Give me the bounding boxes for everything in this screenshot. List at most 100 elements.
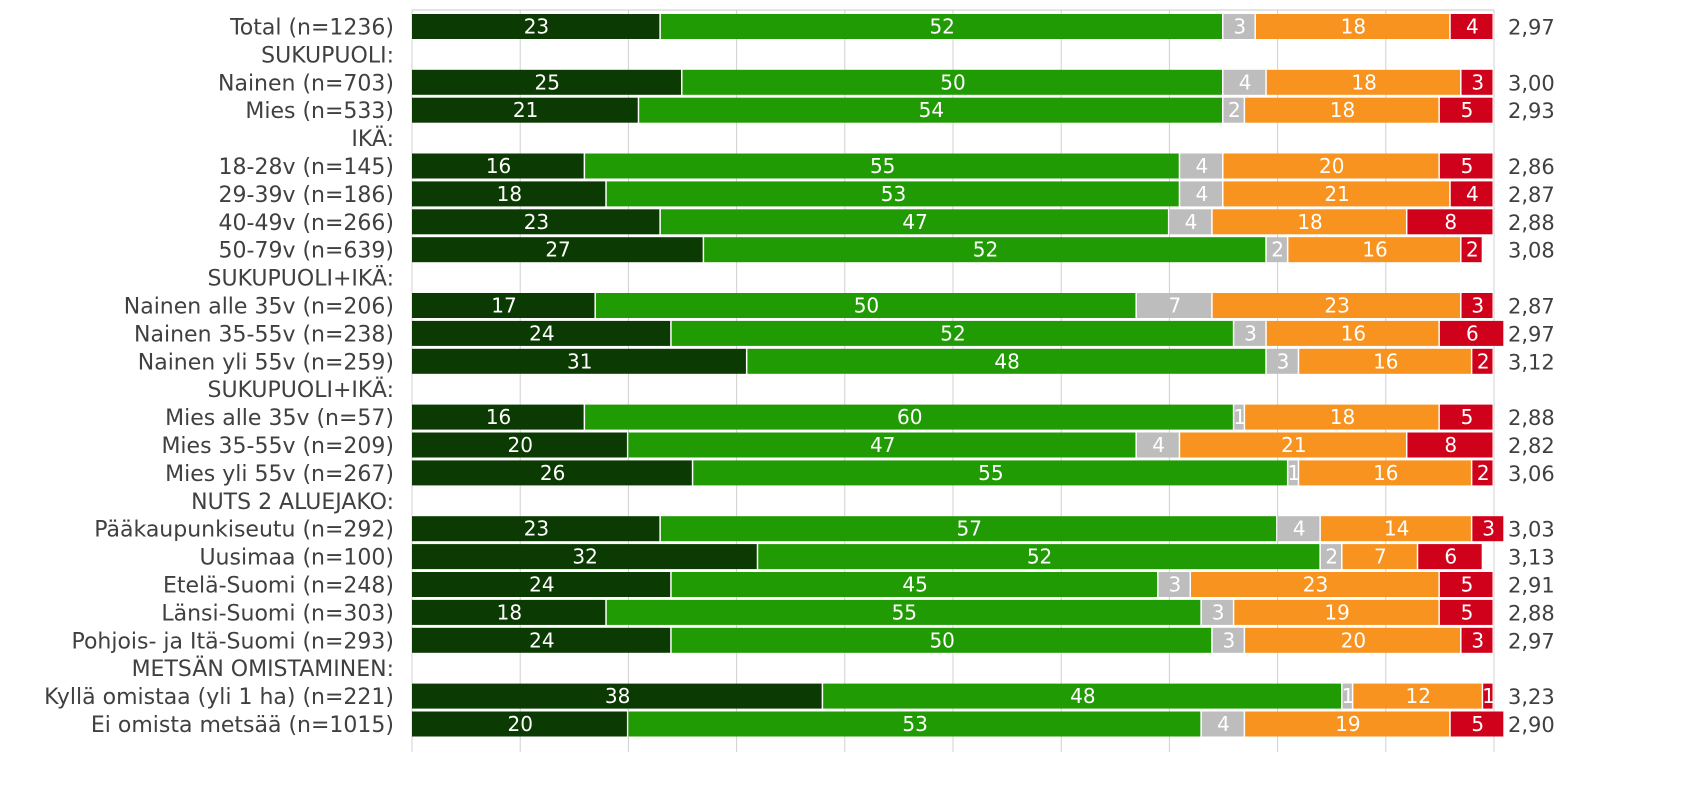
bar-segment	[1180, 153, 1222, 179]
segment-value-label: 52	[929, 15, 954, 39]
bar-segment	[412, 516, 660, 542]
bar-segment	[1277, 516, 1320, 542]
bar-segment	[412, 181, 606, 207]
segment-value-label: 20	[507, 433, 532, 457]
group-header-label: METSÄN OMISTAMINEN:	[132, 656, 394, 682]
segment-value-label: 24	[529, 321, 554, 345]
bar-segment	[412, 209, 660, 235]
bar-segment	[682, 69, 1222, 95]
segment-value-label: 3	[1233, 15, 1246, 39]
segment-value-label: 20	[1341, 628, 1366, 652]
segment-value-label: 24	[529, 573, 554, 597]
row-mean-label: 3,03	[1508, 518, 1555, 542]
bar-segment	[412, 599, 606, 625]
bar-segment	[628, 711, 1201, 737]
bar-segment	[1461, 293, 1493, 318]
row-label: Etelä-Suomi (n=248)	[163, 574, 394, 599]
bar-segment	[595, 293, 1136, 318]
bar-segment	[660, 516, 1277, 542]
segment-value-label: 3	[1168, 573, 1181, 597]
bar-segment	[585, 153, 1179, 179]
segment-value-label: 16	[1373, 461, 1398, 485]
bar-segment	[1418, 544, 1482, 570]
segment-value-label: 26	[540, 461, 565, 485]
segment-value-label: 47	[870, 433, 895, 457]
segment-value-label: 57	[957, 517, 982, 541]
bar-segment	[606, 599, 1201, 625]
bar-segment	[1201, 711, 1244, 737]
segment-value-label: 16	[1341, 321, 1366, 345]
bar-segment	[1245, 404, 1439, 430]
row-label: Mies yli 55v (n=267)	[165, 462, 394, 487]
row-mean-label: 3,00	[1508, 71, 1555, 95]
segment-value-label: 20	[507, 712, 532, 736]
bar-segment	[1245, 627, 1461, 653]
bar-segment	[1245, 711, 1450, 737]
segment-value-label: 5	[1461, 98, 1474, 122]
segment-value-label: 48	[1070, 684, 1095, 708]
row-mean-label: 2,87	[1508, 183, 1555, 207]
bar-segment	[1201, 599, 1233, 625]
segment-value-label: 54	[919, 98, 944, 122]
bar-segment	[1407, 432, 1493, 458]
segment-value-label: 52	[1027, 545, 1052, 569]
row-label: Pohjois- ja Itä-Suomi (n=293)	[71, 629, 394, 654]
bar-segment	[1299, 460, 1471, 486]
bar-segment	[823, 683, 1342, 709]
segment-value-label: 3	[1471, 628, 1484, 652]
row-mean-label: 2,88	[1508, 211, 1555, 235]
row-label: Länsi-Suomi (n=303)	[161, 601, 394, 626]
bar-segment	[1223, 14, 1255, 39]
bar-segment	[412, 97, 638, 123]
segment-value-label: 5	[1461, 405, 1474, 429]
bar-segment	[1169, 209, 1212, 235]
segment-value-label: 18	[1351, 70, 1376, 94]
row-label: 50-79v (n=639)	[219, 239, 394, 264]
bar-segment	[1407, 209, 1493, 235]
segment-value-label: 50	[940, 70, 965, 94]
bar-segment	[412, 572, 671, 597]
segment-value-label: 4	[1217, 712, 1230, 736]
segment-value-label: 50	[929, 628, 954, 652]
bar-segment	[1461, 627, 1493, 653]
segment-value-label: 2	[1477, 349, 1490, 373]
segment-value-label: 18	[1330, 98, 1355, 122]
segment-value-label: 3	[1223, 628, 1236, 652]
segment-value-label: 1	[1287, 461, 1300, 485]
bar-segment	[1472, 460, 1493, 486]
segment-value-label: 31	[567, 349, 592, 373]
group-header-label: NUTS 2 ALUEJAKO:	[191, 490, 394, 515]
bar-segment	[412, 320, 671, 346]
segment-value-label: 8	[1444, 433, 1457, 457]
bar-segment	[1320, 516, 1471, 542]
segment-value-label: 16	[1362, 238, 1387, 262]
bar-segment	[1245, 97, 1439, 123]
group-header-label: SUKUPUOLI:	[261, 43, 394, 68]
segment-value-label: 14	[1384, 517, 1409, 541]
bar-segment	[639, 97, 1222, 123]
segment-value-label: 21	[1324, 182, 1349, 206]
bar-segment	[1342, 544, 1417, 570]
bar-segment	[412, 14, 660, 39]
segment-value-label: 55	[978, 461, 1003, 485]
bar-segment	[1266, 69, 1461, 95]
bar-segment	[585, 404, 1233, 430]
bar-segment	[1288, 460, 1298, 486]
segment-value-label: 53	[902, 712, 927, 736]
bar-segment	[660, 14, 1222, 39]
segment-value-label: 4	[1239, 70, 1252, 94]
segment-value-label: 2	[1466, 238, 1479, 262]
bar-segment	[1342, 683, 1352, 709]
segment-value-label: 45	[902, 573, 927, 597]
segment-value-label: 23	[1324, 294, 1349, 318]
segment-value-label: 19	[1335, 712, 1360, 736]
bar-segment	[1212, 209, 1406, 235]
row-label: Nainen alle 35v (n=206)	[124, 295, 394, 320]
segment-value-label: 55	[870, 154, 895, 178]
segment-value-label: 16	[1373, 349, 1398, 373]
row-label: Nainen 35-55v (n=238)	[134, 322, 394, 347]
bar-segment	[628, 432, 1136, 458]
bar-segment	[660, 209, 1168, 235]
segment-value-label: 1	[1482, 684, 1495, 708]
bar-segment	[693, 460, 1287, 486]
